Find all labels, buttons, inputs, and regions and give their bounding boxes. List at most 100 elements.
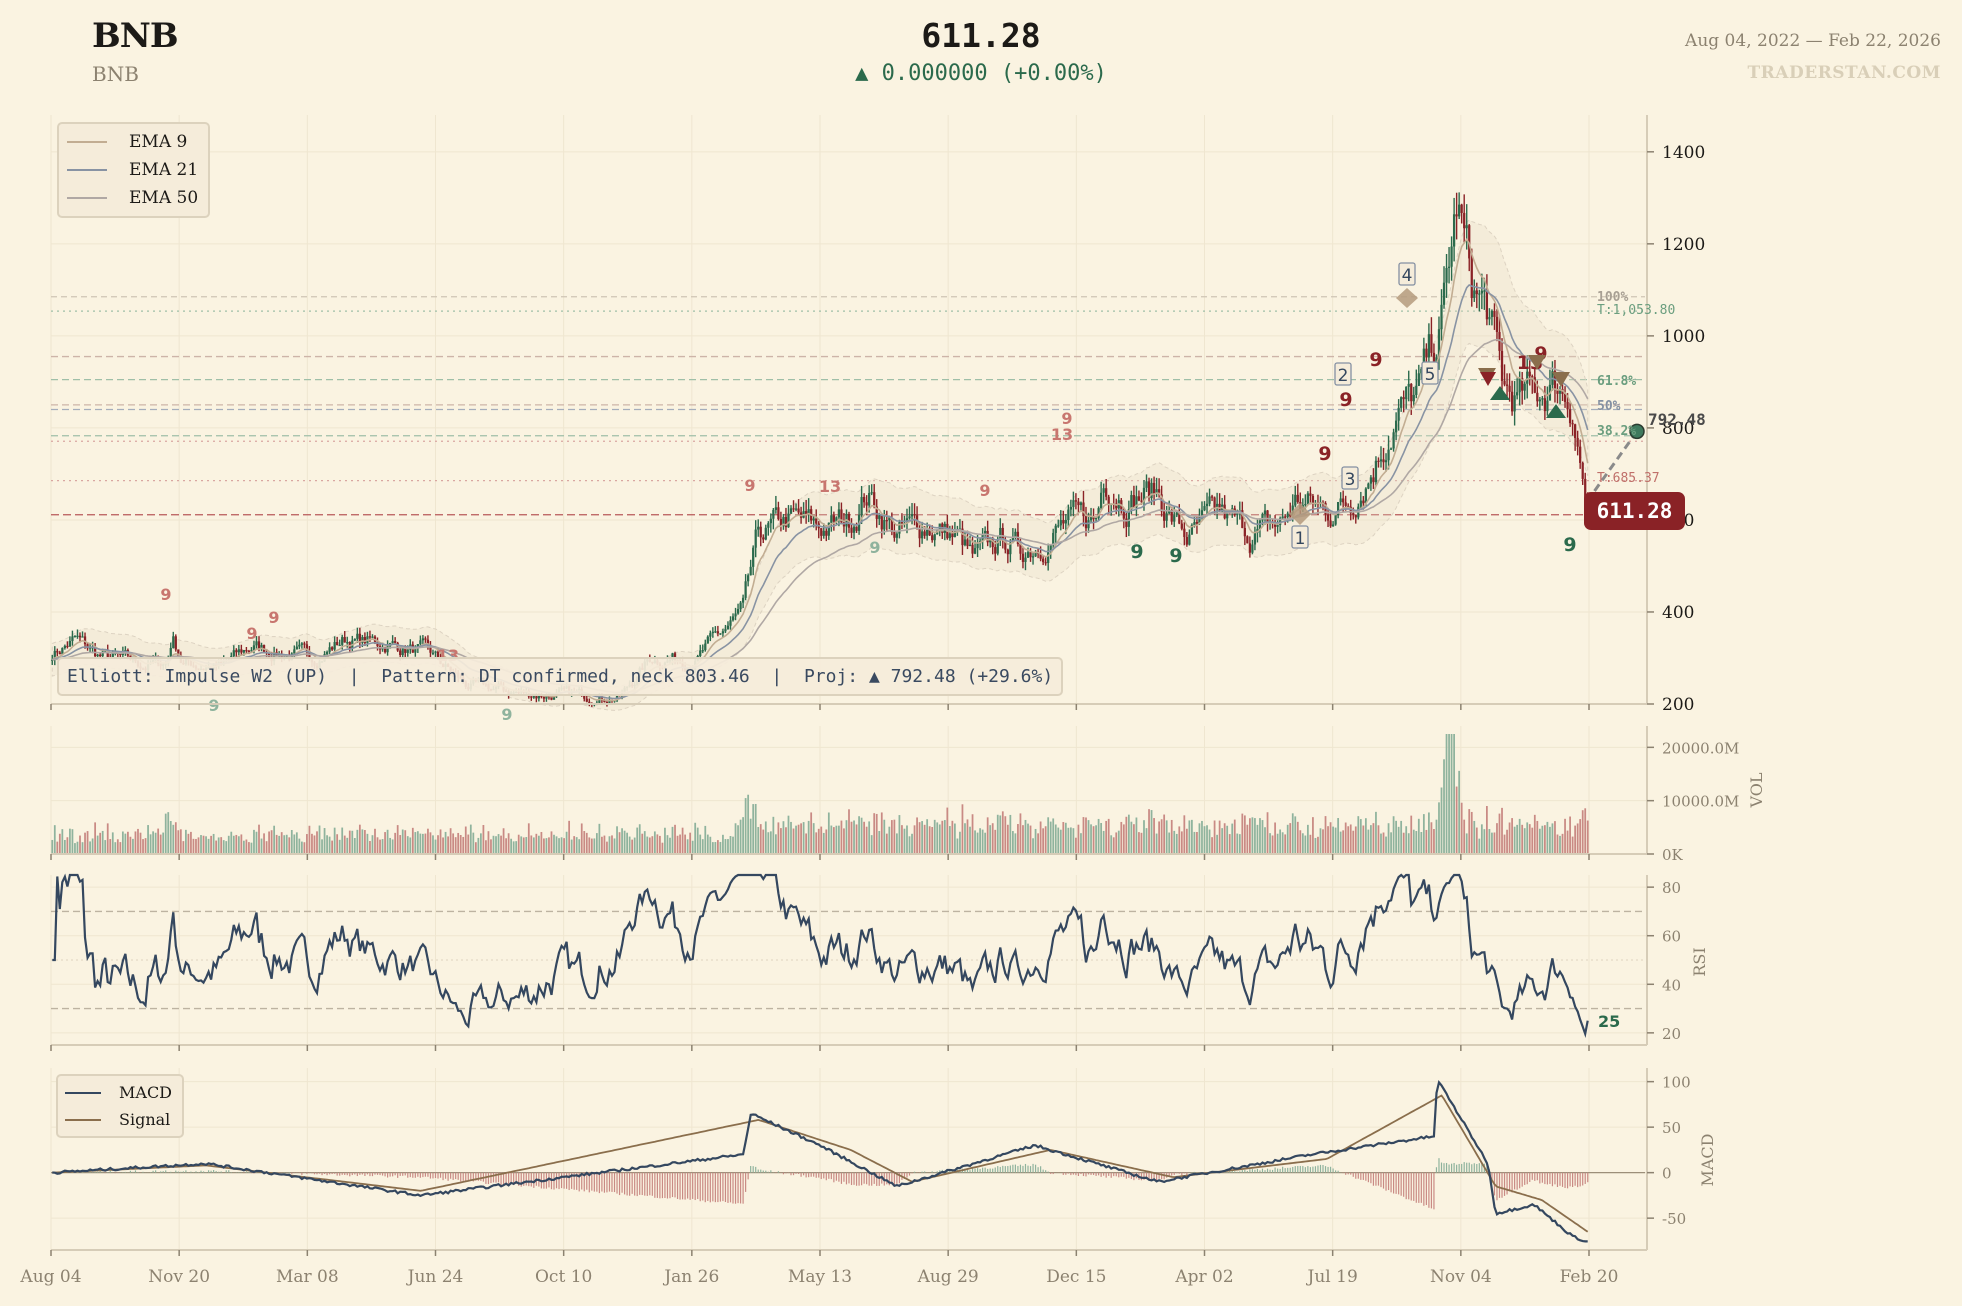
svg-text:50: 50 bbox=[1662, 1119, 1681, 1137]
svg-text:Jun 24: Jun 24 bbox=[406, 1267, 464, 1287]
svg-text:60: 60 bbox=[1662, 928, 1681, 946]
svg-text:13: 13 bbox=[1051, 425, 1073, 444]
target-up-label: T:1,053.80 bbox=[1597, 303, 1675, 318]
brand-watermark: TRADERSTAN.COM bbox=[1747, 63, 1941, 83]
svg-text:Nov 04: Nov 04 bbox=[1430, 1267, 1492, 1287]
svg-text:1200: 1200 bbox=[1662, 235, 1705, 255]
symbol-title: BNB bbox=[92, 16, 179, 56]
macd-lines bbox=[51, 1080, 1589, 1243]
svg-text:0: 0 bbox=[1662, 1165, 1672, 1183]
svg-text:Dec 15: Dec 15 bbox=[1046, 1267, 1106, 1287]
fib-100-label: 100% bbox=[1597, 290, 1628, 305]
legend-label: MACD bbox=[119, 1083, 173, 1102]
fib-618-label: 61.8% bbox=[1597, 374, 1636, 389]
legend-label: EMA 21 bbox=[129, 160, 199, 180]
svg-text:400: 400 bbox=[1662, 603, 1694, 623]
macd-swatch-icon bbox=[65, 1091, 101, 1094]
svg-text:80: 80 bbox=[1662, 879, 1681, 897]
svg-text:9: 9 bbox=[1563, 534, 1576, 556]
svg-text:9: 9 bbox=[979, 481, 990, 500]
axes: Aug 04 Nov 20 Mar 08 Jun 24 Oct 10 Jan 26 May … bbox=[19, 115, 1739, 1287]
rsi-last-value: 25 bbox=[1598, 1012, 1620, 1031]
legend-label: Signal bbox=[119, 1110, 171, 1129]
legend-ema50: EMA 50 bbox=[67, 184, 198, 212]
svg-text:9: 9 bbox=[1061, 409, 1072, 428]
fib-382-label: 38.2% bbox=[1597, 424, 1636, 439]
ema-legend: EMA 9 EMA 21 EMA 50 bbox=[57, 122, 211, 218]
target-down-label: T:685.37 bbox=[1597, 471, 1660, 486]
rsi-line bbox=[52, 873, 1589, 1039]
svg-text:9: 9 bbox=[869, 538, 880, 557]
svg-text:Nov 20: Nov 20 bbox=[148, 1267, 210, 1287]
svg-text:May 13: May 13 bbox=[788, 1267, 852, 1287]
price-change: ▲ 0.000000 (+0.00%) bbox=[855, 61, 1107, 86]
date-range: Aug 04, 2022 — Feb 22, 2026 bbox=[1685, 31, 1941, 51]
svg-text:1: 1 bbox=[1295, 529, 1306, 549]
ema50-swatch-icon bbox=[67, 197, 107, 199]
svg-text:9: 9 bbox=[744, 476, 755, 495]
svg-text:2: 2 bbox=[1338, 366, 1349, 386]
legend-ema21: EMA 21 bbox=[67, 156, 198, 184]
svg-text:13: 13 bbox=[819, 477, 841, 496]
svg-text:9: 9 bbox=[1318, 443, 1331, 465]
svg-text:800: 800 bbox=[1662, 419, 1694, 439]
svg-text:Aug 04: Aug 04 bbox=[19, 1267, 81, 1287]
svg-text:9: 9 bbox=[208, 696, 219, 715]
svg-text:1000: 1000 bbox=[1662, 327, 1705, 347]
ema-lines bbox=[51, 237, 1589, 702]
svg-text:Aug 29: Aug 29 bbox=[917, 1267, 979, 1287]
svg-text:Feb 20: Feb 20 bbox=[1560, 1267, 1619, 1287]
macd-legend: MACD Signal bbox=[56, 1074, 185, 1138]
separator: | bbox=[749, 666, 804, 687]
macd-axis-label: MACD bbox=[1698, 1133, 1717, 1186]
svg-text:Jul 19: Jul 19 bbox=[1306, 1267, 1358, 1287]
fib-50-label: 50% bbox=[1597, 399, 1621, 414]
svg-text:100: 100 bbox=[1662, 1074, 1691, 1092]
svg-text:9: 9 bbox=[268, 608, 279, 627]
svg-text:9: 9 bbox=[1369, 349, 1382, 371]
legend-label: EMA 9 bbox=[129, 132, 188, 152]
symbol-subtitle: BNB bbox=[92, 62, 139, 86]
svg-text:Mar 08: Mar 08 bbox=[276, 1267, 339, 1287]
projection-label: 792.48 bbox=[1648, 410, 1706, 429]
svg-text:9: 9 bbox=[1339, 389, 1352, 411]
svg-text:3: 3 bbox=[1345, 470, 1356, 490]
legend-label: EMA 50 bbox=[129, 188, 199, 208]
analysis-info-box: Elliott: Impulse W2 (UP) | Pattern: DT c… bbox=[57, 657, 1064, 696]
legend-signal: Signal bbox=[65, 1106, 172, 1133]
legend-macd: MACD bbox=[65, 1079, 172, 1106]
separator: | bbox=[327, 666, 382, 687]
svg-text:9: 9 bbox=[1169, 545, 1182, 567]
current-price: 611.28 bbox=[921, 16, 1041, 55]
svg-text:Oct 10: Oct 10 bbox=[535, 1267, 592, 1287]
svg-text:4: 4 bbox=[1402, 266, 1413, 286]
elliott-status: Elliott: Impulse W2 (UP) bbox=[67, 666, 328, 687]
svg-text:20000.0M: 20000.0M bbox=[1662, 739, 1739, 757]
signal-swatch-icon bbox=[65, 1118, 101, 1121]
rsi-axis-label: RSI bbox=[1690, 947, 1709, 976]
svg-text:-50: -50 bbox=[1662, 1210, 1686, 1228]
svg-text:Jan 26: Jan 26 bbox=[662, 1267, 719, 1287]
svg-text:10000.0M: 10000.0M bbox=[1662, 793, 1739, 811]
ema9-swatch-icon bbox=[67, 141, 107, 143]
current-price-tag: 611.28 bbox=[1584, 492, 1685, 530]
svg-text:9: 9 bbox=[246, 624, 257, 643]
volume-bars bbox=[51, 734, 1589, 854]
svg-text:40: 40 bbox=[1662, 976, 1681, 994]
ema21-swatch-icon bbox=[67, 169, 107, 171]
svg-text:9: 9 bbox=[160, 585, 171, 604]
svg-text:20: 20 bbox=[1662, 1025, 1681, 1043]
svg-text:200: 200 bbox=[1662, 695, 1694, 715]
svg-text:5: 5 bbox=[1425, 365, 1436, 385]
svg-text:9: 9 bbox=[1130, 541, 1143, 563]
svg-text:9: 9 bbox=[501, 705, 512, 724]
vol-axis-label: VOL bbox=[1747, 772, 1766, 808]
svg-text:1400: 1400 bbox=[1662, 143, 1705, 163]
svg-text:0K: 0K bbox=[1662, 846, 1684, 864]
projection-status: Proj: ▲ 792.48 (+29.6%) bbox=[803, 666, 1054, 687]
fib-labels: 100% T:1,053.80 61.8% 50% 38.2% T:685.37 bbox=[1597, 290, 1675, 486]
legend-ema9: EMA 9 bbox=[67, 128, 198, 156]
pattern-status: Pattern: DT confirmed, neck 803.46 bbox=[381, 666, 750, 687]
svg-text:Apr 02: Apr 02 bbox=[1174, 1267, 1233, 1287]
